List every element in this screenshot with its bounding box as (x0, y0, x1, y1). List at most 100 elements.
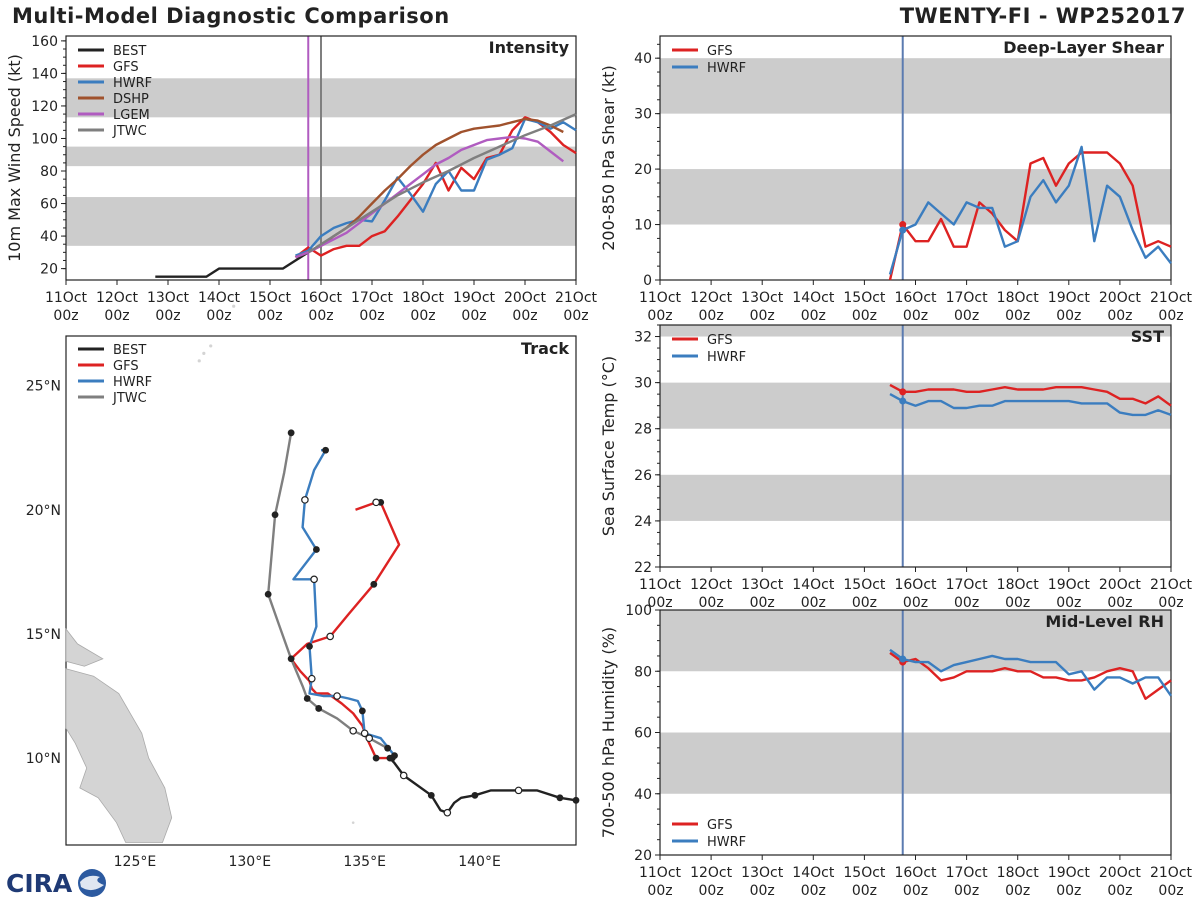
x-tick-label-hour: 00z (1158, 595, 1183, 611)
legend-label-hwrf: HWRF (113, 76, 152, 91)
x-tick-label-day: 11Oct (639, 290, 682, 306)
small-island (209, 344, 213, 348)
x-tick-label-day: 12Oct (96, 290, 139, 306)
x-tick-label-hour: 00z (801, 595, 826, 611)
x-tick-label-hour: 00z (410, 308, 435, 324)
x-tick-label-day: 21Oct (555, 290, 598, 306)
band (660, 169, 1171, 225)
y-tick-label: 20 (634, 162, 652, 178)
track-point-open (360, 729, 369, 738)
chart-rh: 20 40 60 80 100 11Oct 00z 12Oct 00z 13Oct 00z 14Oct… (599, 603, 1193, 899)
legend-label-best: BEST (113, 343, 146, 358)
y-tick-label: 80 (40, 164, 58, 180)
x-tick-label-hour: 00z (1056, 883, 1081, 899)
track-line-gfs (289, 501, 401, 760)
series-line-gfs (889, 383, 1172, 407)
x-tick-label-day: 12Oct (690, 865, 733, 881)
lon-tick-label: 135°E (343, 854, 386, 870)
track-point-filled (271, 511, 279, 519)
band (660, 58, 1171, 114)
x-tick-label-hour: 00z (750, 883, 775, 899)
x-tick-label-day: 19Oct (453, 290, 496, 306)
x-tick-label-day: 12Oct (690, 290, 733, 306)
x-tick-label-day: 14Oct (792, 577, 835, 593)
track-point-open (310, 575, 318, 584)
series-line-hwrf (889, 648, 1172, 697)
legend-label-gfs: GFS (707, 333, 733, 348)
chart-shear: 0 10 20 30 40 11Oct 00z 12Oct 00z 13Oct 00z 14Oct 00… (599, 35, 1193, 324)
x-tick-label-day: 17Oct (946, 577, 989, 593)
init-point-hwrf (899, 655, 907, 663)
track-point-filled (391, 752, 398, 760)
track-point-open (326, 632, 334, 641)
x-tick-label-hour: 00z (801, 308, 826, 324)
x-tick-label-hour: 00z (1158, 308, 1183, 324)
x-tick-label-day: 16Oct (894, 865, 937, 881)
init-point-gfs (899, 221, 907, 229)
lat-tick-label: 15°N (26, 627, 61, 643)
x-tick-label-hour: 00z (699, 595, 724, 611)
track-point-filled (287, 655, 295, 663)
x-tick-label-hour: 00z (903, 308, 928, 324)
y-axis-label: 700-500 hPa Humidity (%) (599, 627, 618, 838)
x-tick-label-day: 11Oct (639, 577, 682, 593)
cira-logo-text: CIRA (6, 869, 73, 898)
lon-tick-label: 140°E (458, 854, 501, 870)
x-tick-label-day: 20Oct (1099, 577, 1142, 593)
y-tick-label: 100 (625, 603, 652, 619)
series-line-hwrf (889, 393, 1172, 417)
x-tick-label-day: 18Oct (402, 290, 445, 306)
y-tick-label: 20 (40, 262, 58, 278)
legend-label-gfs: GFS (707, 44, 733, 59)
legend-label-hwrf: HWRF (707, 835, 746, 850)
x-tick-label-day: 15Oct (843, 865, 886, 881)
x-tick-label-day: 17Oct (946, 865, 989, 881)
legend-label-lgem: LGEM (113, 108, 150, 123)
x-tick-label-hour: 00z (1107, 308, 1132, 324)
series-line-best (155, 251, 309, 278)
x-tick-label-hour: 00z (801, 883, 826, 899)
x-tick-label-day: 19Oct (1048, 577, 1091, 593)
legend-label-hwrf: HWRF (707, 350, 746, 365)
y-tick-label: 40 (634, 51, 652, 67)
x-tick-label-hour: 00z (53, 308, 78, 324)
panel-title: Track (521, 339, 569, 358)
series-line-gfs (889, 651, 1172, 700)
small-island (202, 351, 206, 355)
legend-label-gfs: GFS (113, 60, 139, 75)
x-tick-label-day: 14Oct (198, 290, 241, 306)
plot-frame (65, 335, 577, 846)
x-tick-label-hour: 00z (1107, 595, 1132, 611)
x-tick-label-day: 15Oct (249, 290, 292, 306)
lon-tick-label: 130°E (228, 854, 271, 870)
x-tick-label-day: 11Oct (639, 865, 682, 881)
legend-label-dshp: DSHP (113, 92, 149, 107)
x-tick-label-hour: 00z (647, 595, 672, 611)
init-point-hwrf (899, 397, 907, 405)
x-tick-label-hour: 00z (512, 308, 537, 324)
x-tick-label-hour: 00z (1107, 883, 1132, 899)
x-tick-label-hour: 00z (1005, 595, 1030, 611)
y-axis-label: Sea Surface Temp (°C) (599, 356, 618, 536)
track-point-filled (287, 429, 295, 437)
track-point-filled (427, 791, 435, 799)
band (660, 732, 1171, 794)
x-tick-label-day: 13Oct (741, 865, 784, 881)
y-tick-label: 40 (40, 229, 58, 245)
x-tick-label-day: 17Oct (351, 290, 394, 306)
x-tick-label-day: 17Oct (946, 290, 989, 306)
x-tick-label-hour: 00z (699, 883, 724, 899)
y-tick-label: 80 (634, 664, 652, 680)
map-background (66, 336, 576, 845)
x-tick-label-hour: 00z (563, 308, 588, 324)
track-point-open (333, 692, 341, 700)
panel-title: SST (1131, 327, 1164, 346)
init-point-gfs (899, 388, 907, 396)
legend-label-gfs: GFS (707, 818, 733, 833)
y-tick-label: 28 (634, 422, 652, 438)
lat-tick-label: 25°N (26, 379, 61, 395)
chart-intensity: 20 40 60 80 100 120 140 160 11Oct 00z 12Oct 00z 13Oc… (5, 34, 598, 324)
panel-title: Mid-Level RH (1045, 612, 1164, 631)
track-point-filled (306, 642, 313, 650)
track-point-open (514, 786, 523, 795)
